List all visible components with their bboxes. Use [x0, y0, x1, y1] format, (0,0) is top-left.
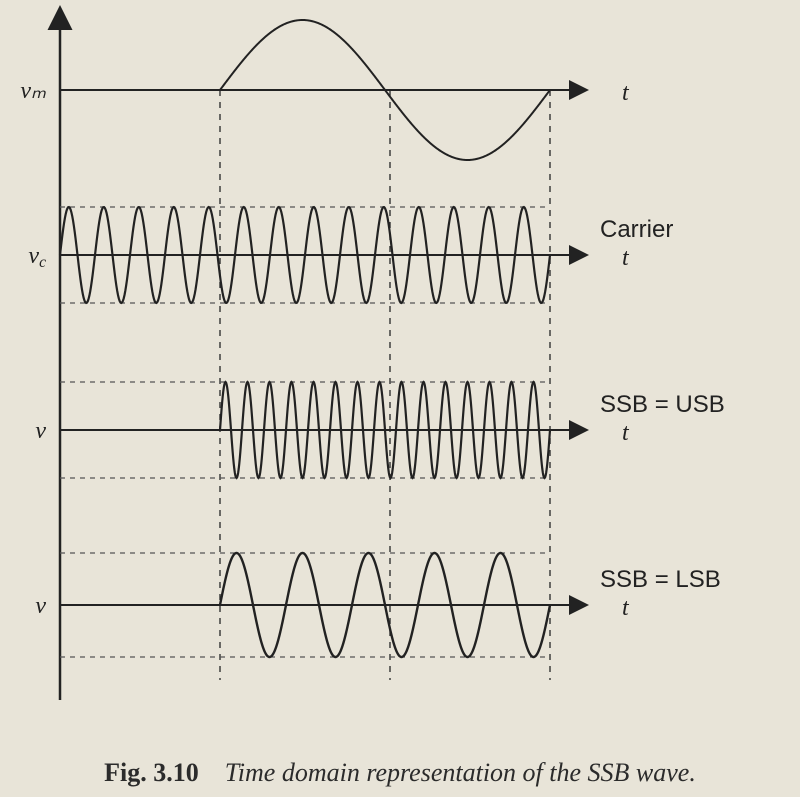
svg-text:v: v [35, 593, 46, 619]
svg-text:v: v [35, 418, 46, 444]
ssb-diagram-svg: vₘtvcCarriertvSSB = USBtvSSB = LSBt [0, 0, 800, 797]
figure-container: vₘtvcCarriertvSSB = USBtvSSB = LSBt Fig.… [0, 0, 800, 797]
svg-text:t: t [622, 80, 630, 106]
svg-text:t: t [622, 420, 630, 446]
figure-caption: Fig. 3.10 Time domain representation of … [0, 758, 800, 788]
svg-text:t: t [622, 595, 630, 621]
svg-text:vc: vc [28, 243, 46, 271]
figure-title: Time domain representation of the SSB wa… [225, 758, 696, 787]
figure-number: Fig. 3.10 [104, 758, 199, 787]
svg-text:t: t [622, 245, 630, 271]
svg-text:SSB = USB: SSB = USB [600, 391, 725, 418]
svg-text:Carrier: Carrier [600, 216, 673, 243]
svg-text:vₘ: vₘ [20, 78, 46, 104]
svg-text:SSB = LSB: SSB = LSB [600, 566, 721, 593]
